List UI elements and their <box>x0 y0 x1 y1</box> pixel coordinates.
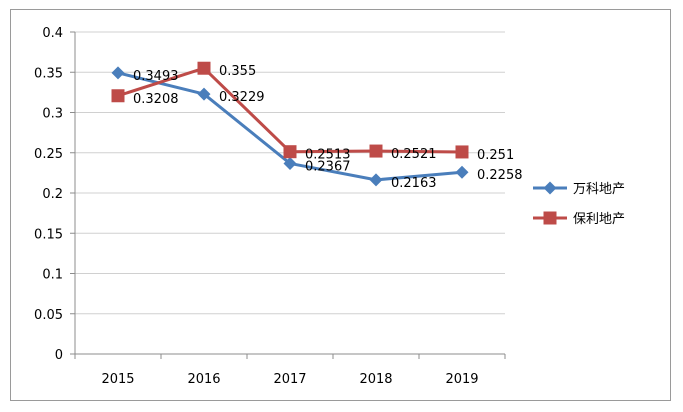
y-tick-label: 0.05 <box>34 308 63 323</box>
data-point-marker <box>455 145 469 159</box>
data-label: 0.3229 <box>219 90 265 105</box>
legend-item: 保利地产 <box>533 211 625 227</box>
legend-label: 保利地产 <box>573 212 625 227</box>
y-tick-label: 0.25 <box>34 147 63 162</box>
y-tick-label: 0.35 <box>34 66 63 81</box>
data-label: 0.2163 <box>391 176 437 191</box>
y-tick-label: 0.3 <box>42 107 63 122</box>
y-tick-label: 0 <box>55 348 63 363</box>
data-label: 0.251 <box>477 148 514 163</box>
x-tick-labels: 2015 2016 2017 2018 2019 <box>101 372 478 387</box>
data-point-marker <box>197 87 211 101</box>
data-point-marker <box>455 165 469 179</box>
data-labels: 0.3493 0.3229 0.2367 0.2163 0.2258 0.3208 0.35… <box>133 64 523 191</box>
y-tick-label: 0.15 <box>34 227 63 242</box>
x-tick-label: 2015 <box>101 372 134 387</box>
y-tick-label: 0.2 <box>42 187 63 202</box>
series-poly <box>111 61 469 159</box>
y-tick-label: 0.1 <box>42 268 63 283</box>
x-tick-label: 2018 <box>359 372 392 387</box>
data-point-marker <box>111 66 125 80</box>
y-tick-label: 0.4 <box>42 26 63 41</box>
data-label: 0.2513 <box>305 148 351 163</box>
legend-swatch-marker <box>543 181 557 195</box>
x-tick-label: 2019 <box>445 372 478 387</box>
x-tick-label: 2016 <box>187 372 220 387</box>
legend-label: 万科地产 <box>573 182 625 197</box>
data-label: 0.2258 <box>477 168 523 183</box>
data-label: 0.2521 <box>391 147 437 162</box>
series-vanke <box>111 66 469 187</box>
data-label: 0.3493 <box>133 69 179 84</box>
series-group <box>111 61 469 187</box>
data-point-marker <box>283 145 297 159</box>
y-tick-labels: 0 0.05 0.1 0.15 0.2 0.25 0.3 0.35 0.4 <box>34 26 63 363</box>
data-label: 0.2367 <box>305 159 351 174</box>
data-point-marker <box>197 61 211 75</box>
data-point-marker <box>369 144 383 158</box>
data-point-marker <box>111 89 125 103</box>
data-point-marker <box>369 173 383 187</box>
data-label: 0.3208 <box>133 92 179 107</box>
legend-swatch-marker <box>543 211 557 225</box>
axes <box>70 31 506 359</box>
data-label: 0.355 <box>219 64 256 79</box>
legend-item: 万科地产 <box>533 181 625 197</box>
x-tick-label: 2017 <box>273 372 306 387</box>
data-point-marker <box>283 156 297 170</box>
